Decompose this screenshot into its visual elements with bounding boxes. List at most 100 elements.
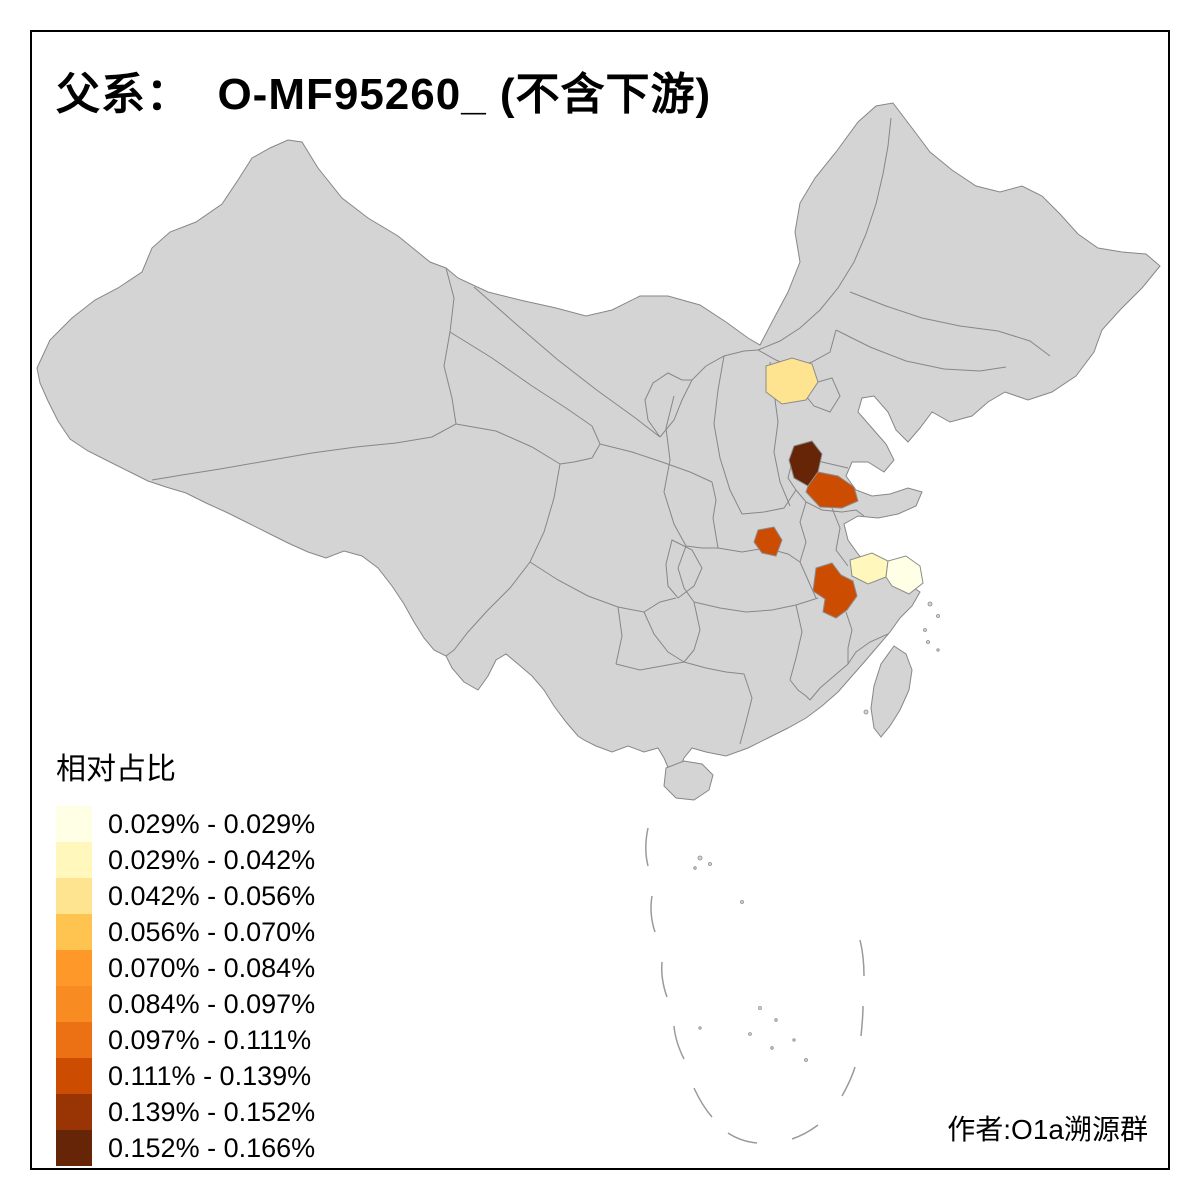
province-border (845, 611, 853, 664)
legend-row: 0.029% - 0.029% (56, 806, 315, 842)
plot-frame (30, 30, 1170, 1170)
province-border (599, 443, 713, 483)
province-border (693, 597, 819, 613)
legend-row: 0.139% - 0.152% (56, 1094, 315, 1130)
legend-label: 0.042% - 0.056% (108, 880, 316, 911)
province-border (685, 545, 718, 549)
legend-swatch (56, 878, 92, 914)
province-border (741, 489, 797, 515)
province-border (449, 331, 593, 427)
legend-swatch (56, 914, 92, 950)
province-border (789, 604, 803, 681)
sea-dash (673, 1025, 685, 1060)
province-border (831, 507, 849, 567)
legend-label: 0.139% - 0.152% (108, 1096, 316, 1127)
sea-dash (791, 1124, 819, 1140)
province-borders (151, 117, 1051, 745)
small-island (697, 855, 703, 861)
province-border (151, 267, 457, 481)
sea-dash (859, 939, 865, 977)
province-border (799, 561, 817, 599)
map-title: 父系： O-MF95260_ (不含下游) (56, 70, 712, 119)
small-island (758, 1006, 762, 1010)
province-border (849, 291, 1051, 357)
small-island (927, 601, 933, 607)
highlight-regions (753, 357, 924, 619)
province-border (683, 661, 745, 675)
legend-row: 0.042% - 0.056% (56, 878, 315, 914)
legend-label: 0.029% - 0.029% (108, 808, 316, 839)
legend-row: 0.070% - 0.084% (56, 950, 315, 986)
province-border (665, 539, 703, 599)
small-island (693, 866, 697, 870)
province-border (643, 611, 685, 663)
province-border (795, 489, 865, 517)
mainland-path (36, 102, 1161, 773)
sea-dash (645, 827, 649, 867)
legend-row: 0.097% - 0.111% (56, 1022, 315, 1058)
sea-boundary-dashes (645, 827, 865, 1144)
sea-dash (661, 961, 668, 998)
legend-label: 0.056% - 0.070% (108, 916, 316, 947)
legend-swatch (56, 1130, 92, 1166)
legend-row: 0.152% - 0.166% (56, 1130, 315, 1166)
sea-dash (860, 1005, 864, 1037)
highlight-region-central-small (753, 526, 783, 557)
legend-label: 0.029% - 0.042% (108, 844, 316, 875)
province-border (835, 329, 1007, 372)
province-border (529, 561, 645, 613)
legend-swatch (56, 806, 92, 842)
attribution: 作者:O1a溯源群 (947, 1114, 1148, 1145)
small-island (748, 1032, 752, 1036)
province-border (757, 117, 892, 351)
legend-swatch (56, 1022, 92, 1058)
small-island (774, 1018, 778, 1022)
small-island (804, 1058, 808, 1062)
highlight-region-east-orange (805, 471, 859, 509)
legend-row: 0.111% - 0.139% (56, 1058, 315, 1094)
small-island (936, 648, 940, 652)
province-border (789, 679, 811, 701)
sea-dash (727, 1132, 758, 1144)
province-border (615, 606, 623, 665)
legend-label: 0.152% - 0.166% (108, 1132, 316, 1163)
legend-swatch (56, 1058, 92, 1094)
small-island (770, 1046, 774, 1050)
province-border (445, 463, 561, 657)
small-island (926, 640, 930, 644)
province-border (659, 349, 759, 438)
province-border (643, 597, 677, 613)
small-island (936, 614, 940, 618)
highlight-region-north (765, 357, 819, 405)
highlight-region-southeast-orange (812, 562, 858, 619)
legend-label: 0.084% - 0.097% (108, 988, 316, 1019)
legend-swatch (56, 950, 92, 986)
legend-row: 0.056% - 0.070% (56, 914, 315, 950)
highlight-region-coastal-pale (885, 555, 924, 595)
province-border (473, 286, 661, 438)
small-island (740, 900, 744, 904)
province-border (559, 425, 601, 465)
legend-swatch (56, 842, 92, 878)
province-border (799, 501, 807, 563)
small-island (698, 1026, 702, 1030)
province-border (739, 673, 753, 745)
province-border (805, 377, 841, 413)
legend-label: 0.070% - 0.084% (108, 952, 316, 983)
legend-row: 0.084% - 0.097% (56, 986, 315, 1022)
sea-dash (841, 1066, 856, 1097)
small-island (792, 1038, 796, 1042)
province-border (677, 545, 695, 603)
legend-row: 0.029% - 0.042% (56, 842, 315, 878)
legend-items: 0.029% - 0.029% 0.029% - 0.042% 0.042% -… (56, 806, 315, 1166)
legend-label: 0.111% - 0.139% (108, 1060, 312, 1091)
legend: 相对占比 0.029% - 0.029% 0.029% - 0.042% 0.0… (56, 744, 315, 1166)
small-island (863, 709, 869, 715)
small-islands (693, 601, 940, 1062)
sea-dash (650, 895, 656, 933)
province-border (847, 633, 889, 665)
province-border (615, 661, 685, 671)
province-border (711, 481, 719, 549)
small-island (923, 628, 927, 632)
